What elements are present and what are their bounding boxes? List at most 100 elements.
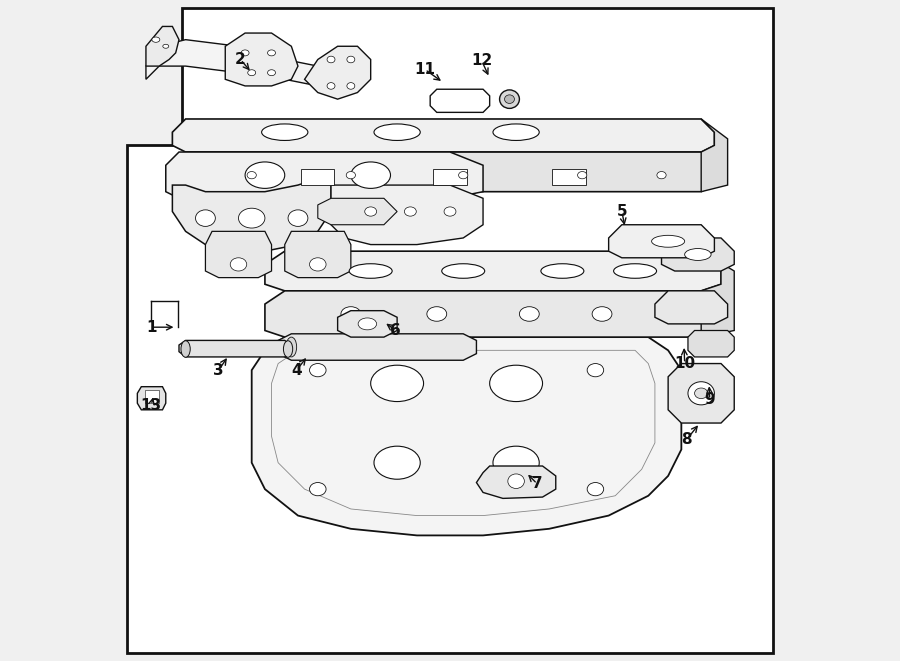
Polygon shape xyxy=(688,330,734,357)
Bar xyxy=(434,169,466,185)
Ellipse shape xyxy=(248,69,256,76)
Ellipse shape xyxy=(493,446,539,479)
Ellipse shape xyxy=(346,172,356,179)
Ellipse shape xyxy=(351,162,391,188)
Ellipse shape xyxy=(371,365,424,401)
Ellipse shape xyxy=(658,307,678,321)
Ellipse shape xyxy=(349,264,392,278)
Polygon shape xyxy=(284,231,351,278)
Ellipse shape xyxy=(688,381,715,405)
Ellipse shape xyxy=(592,307,612,321)
Polygon shape xyxy=(252,337,681,535)
Ellipse shape xyxy=(327,56,335,63)
Text: 5: 5 xyxy=(616,204,627,219)
Ellipse shape xyxy=(181,341,190,357)
Polygon shape xyxy=(265,251,721,291)
Polygon shape xyxy=(225,33,298,86)
Ellipse shape xyxy=(442,264,485,278)
Ellipse shape xyxy=(508,474,525,488)
Text: 1: 1 xyxy=(146,320,157,334)
Polygon shape xyxy=(146,26,179,66)
Ellipse shape xyxy=(657,172,666,179)
Ellipse shape xyxy=(374,446,420,479)
Ellipse shape xyxy=(286,337,297,357)
Ellipse shape xyxy=(500,90,519,108)
Text: 13: 13 xyxy=(140,398,162,412)
Polygon shape xyxy=(173,119,715,152)
Text: 12: 12 xyxy=(471,54,492,68)
Polygon shape xyxy=(608,225,715,258)
Ellipse shape xyxy=(288,210,308,226)
Ellipse shape xyxy=(327,83,335,89)
Polygon shape xyxy=(304,46,371,99)
Ellipse shape xyxy=(374,124,420,140)
Polygon shape xyxy=(668,364,734,423)
Polygon shape xyxy=(173,152,715,192)
Polygon shape xyxy=(701,251,734,337)
Ellipse shape xyxy=(505,95,515,103)
Ellipse shape xyxy=(695,388,707,399)
Polygon shape xyxy=(331,185,483,245)
Ellipse shape xyxy=(163,44,168,48)
Ellipse shape xyxy=(284,341,292,357)
Text: 10: 10 xyxy=(674,356,695,371)
Polygon shape xyxy=(265,291,721,337)
Polygon shape xyxy=(205,231,272,278)
Ellipse shape xyxy=(587,364,604,377)
Polygon shape xyxy=(128,8,772,653)
Bar xyxy=(145,390,159,403)
Bar xyxy=(553,169,586,185)
Ellipse shape xyxy=(587,483,604,496)
Ellipse shape xyxy=(248,172,256,179)
Ellipse shape xyxy=(238,208,265,228)
Text: 11: 11 xyxy=(414,62,436,77)
Ellipse shape xyxy=(444,207,456,216)
Ellipse shape xyxy=(490,365,543,401)
Ellipse shape xyxy=(341,307,361,321)
Ellipse shape xyxy=(310,364,326,377)
Polygon shape xyxy=(146,40,338,86)
Polygon shape xyxy=(430,89,490,112)
Ellipse shape xyxy=(404,207,417,216)
Ellipse shape xyxy=(541,264,584,278)
Bar xyxy=(302,169,334,185)
Ellipse shape xyxy=(685,249,711,260)
Polygon shape xyxy=(138,387,166,410)
Polygon shape xyxy=(318,198,397,225)
Ellipse shape xyxy=(459,172,468,179)
Ellipse shape xyxy=(578,172,587,179)
Ellipse shape xyxy=(262,124,308,140)
Ellipse shape xyxy=(195,210,215,226)
Ellipse shape xyxy=(427,307,446,321)
Polygon shape xyxy=(278,334,476,360)
Polygon shape xyxy=(166,152,483,198)
Polygon shape xyxy=(476,466,556,498)
Ellipse shape xyxy=(358,318,376,330)
Ellipse shape xyxy=(652,235,685,247)
Polygon shape xyxy=(655,291,727,324)
Ellipse shape xyxy=(267,69,275,76)
Text: 9: 9 xyxy=(705,393,716,407)
Ellipse shape xyxy=(346,56,355,63)
Ellipse shape xyxy=(493,124,539,140)
Ellipse shape xyxy=(310,483,326,496)
Polygon shape xyxy=(173,178,331,251)
Ellipse shape xyxy=(245,162,284,188)
Ellipse shape xyxy=(152,37,160,42)
Ellipse shape xyxy=(310,258,326,271)
Text: 6: 6 xyxy=(391,323,401,338)
Ellipse shape xyxy=(519,307,539,321)
Ellipse shape xyxy=(230,258,247,271)
Ellipse shape xyxy=(241,50,249,56)
Text: 8: 8 xyxy=(681,432,692,447)
Ellipse shape xyxy=(614,264,657,278)
Text: 3: 3 xyxy=(213,363,224,377)
Ellipse shape xyxy=(364,207,376,216)
Ellipse shape xyxy=(346,83,355,89)
Text: 7: 7 xyxy=(532,477,543,491)
Polygon shape xyxy=(662,238,734,271)
Polygon shape xyxy=(179,340,292,357)
Text: 2: 2 xyxy=(235,52,246,67)
Text: 4: 4 xyxy=(292,363,302,377)
Polygon shape xyxy=(338,311,397,337)
